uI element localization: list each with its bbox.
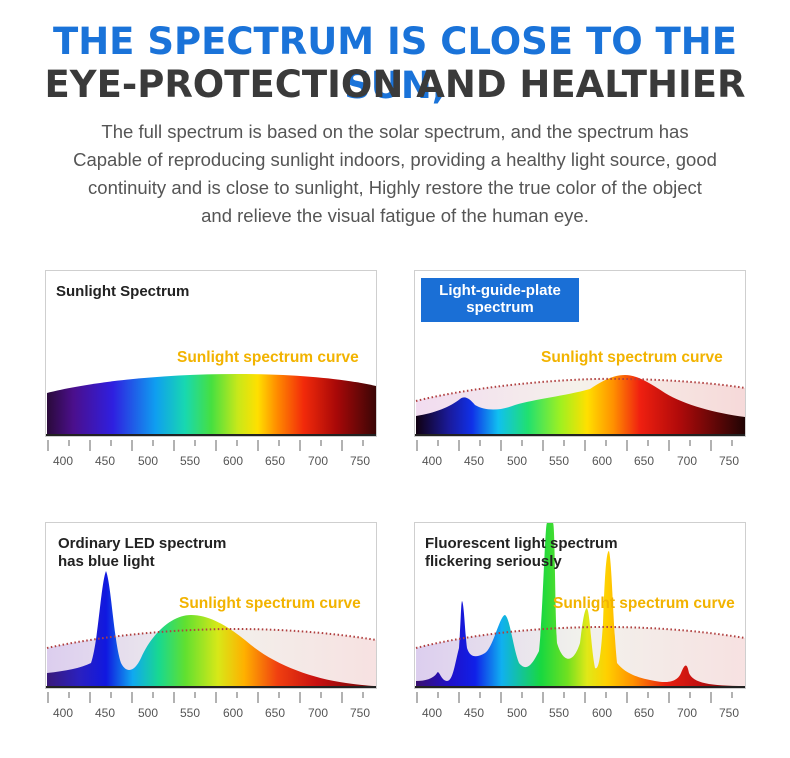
curve-label: Sunlight spectrum curve bbox=[541, 349, 723, 366]
tick-label: 450 bbox=[463, 706, 485, 720]
panel-title-line-1: Ordinary LED spectrum bbox=[58, 535, 227, 552]
tick-label: 550 bbox=[548, 706, 570, 720]
tick-label: 400 bbox=[52, 454, 74, 468]
panel-title-line-2: flickering seriously bbox=[425, 553, 562, 570]
panel-title: Fluorescent light spectrum flickering se… bbox=[425, 535, 618, 571]
tick-label: 750 bbox=[718, 454, 740, 468]
tick-label: 700 bbox=[676, 706, 698, 720]
panel-ordinary-led-spectrum: Ordinary LED spectrum has blue light Sun… bbox=[45, 522, 377, 689]
axis-wavelength: 400 450 500 550 600 650 700 750 bbox=[45, 689, 377, 723]
tick-label: 750 bbox=[349, 454, 371, 468]
tick-label: 700 bbox=[307, 454, 329, 468]
tick-label: 750 bbox=[718, 706, 740, 720]
tick-label: 550 bbox=[548, 454, 570, 468]
curve-label: Sunlight spectrum curve bbox=[553, 595, 735, 612]
tick-label: 550 bbox=[179, 706, 201, 720]
panel-title-line-2: has blue light bbox=[58, 553, 155, 570]
tick-label: 450 bbox=[463, 454, 485, 468]
description-line-4: and relieve the visual fatigue of the hu… bbox=[201, 205, 589, 226]
tick-label: 400 bbox=[421, 454, 443, 468]
axis-wavelength: 400 450 500 550 600 650 700 750 bbox=[45, 437, 377, 471]
panel-title-line-1: Light-guide-plate bbox=[439, 282, 561, 299]
panel-fluorescent-spectrum: Fluorescent light spectrum flickering se… bbox=[414, 522, 746, 689]
tick-label: 600 bbox=[591, 454, 613, 468]
tick-label: 500 bbox=[137, 454, 159, 468]
tick-label: 400 bbox=[421, 706, 443, 720]
panel-title-badge: Light-guide-plate spectrum bbox=[421, 278, 579, 322]
panel-title-line-1: Fluorescent light spectrum bbox=[425, 535, 618, 552]
axis-ticks-graphic bbox=[47, 440, 364, 451]
curve-label: Sunlight spectrum curve bbox=[179, 595, 361, 612]
axis-ticks-graphic bbox=[416, 692, 733, 703]
fluorescent-spectrum-graphic bbox=[415, 523, 745, 688]
description-line-2: Capable of reproducing sunlight indoors,… bbox=[73, 149, 717, 170]
tick-label: 750 bbox=[349, 706, 371, 720]
axis-ticks-graphic bbox=[416, 440, 733, 451]
light-guide-plate-spectrum-graphic bbox=[415, 375, 745, 436]
panel-title-line-2: spectrum bbox=[466, 299, 534, 316]
tick-label: 500 bbox=[506, 454, 528, 468]
description-line-3: continuity and is close to sunlight, Hig… bbox=[88, 177, 702, 198]
sunlight-spectrum-graphic bbox=[46, 374, 376, 436]
tick-label: 400 bbox=[52, 706, 74, 720]
main-title-line-1: THE SPECTRUM IS CLOSE TO THE SUN, bbox=[52, 20, 738, 107]
tick-label: 600 bbox=[222, 454, 244, 468]
tick-label: 450 bbox=[94, 706, 116, 720]
tick-label: 650 bbox=[264, 706, 286, 720]
axis-wavelength: 400 450 500 550 600 650 700 750 bbox=[414, 689, 746, 723]
panel-sunlight-spectrum: Sunlight Spectrum Sunlight spectrum curv… bbox=[45, 270, 377, 437]
axis-wavelength: 400 450 500 550 600 650 700 750 bbox=[414, 437, 746, 471]
tick-label: 700 bbox=[307, 706, 329, 720]
tick-label: 600 bbox=[591, 706, 613, 720]
panel-title: Sunlight Spectrum bbox=[56, 283, 190, 300]
panel-title: Ordinary LED spectrum has blue light bbox=[58, 535, 226, 571]
tick-label: 650 bbox=[633, 706, 655, 720]
tick-label: 700 bbox=[676, 454, 698, 468]
led-spectrum-graphic bbox=[46, 571, 376, 688]
tick-label: 500 bbox=[137, 706, 159, 720]
panel-light-guide-plate-spectrum: Light-guide-plate spectrum Sunlight spec… bbox=[414, 270, 746, 437]
description: The full spectrum is based on the solar … bbox=[20, 118, 770, 230]
axis-ticks-graphic bbox=[47, 692, 364, 703]
main-title-line-2: EYE-PROTECTION AND HEALTHIER bbox=[44, 63, 746, 106]
tick-label: 450 bbox=[94, 454, 116, 468]
tick-label: 550 bbox=[179, 454, 201, 468]
tick-label: 650 bbox=[633, 454, 655, 468]
tick-label: 500 bbox=[506, 706, 528, 720]
description-line-1: The full spectrum is based on the solar … bbox=[101, 121, 689, 142]
curve-label: Sunlight spectrum curve bbox=[177, 349, 359, 366]
tick-label: 650 bbox=[264, 454, 286, 468]
tick-label: 600 bbox=[222, 706, 244, 720]
